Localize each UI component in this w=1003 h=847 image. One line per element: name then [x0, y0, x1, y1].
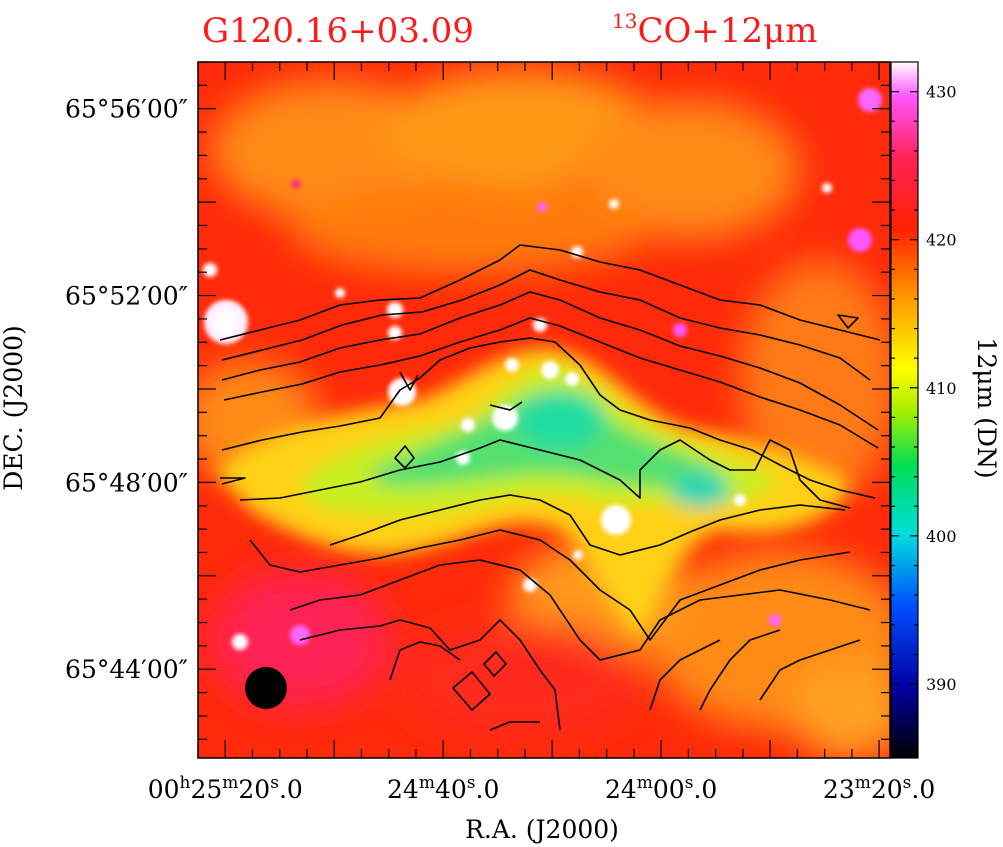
contour-18: [489, 401, 523, 411]
contour-17: [399, 371, 419, 391]
colorbar-tick-label: 420: [926, 231, 957, 250]
chart-title-left: G120.16+03.09: [202, 11, 474, 51]
contour-2: [221, 269, 871, 381]
contour-8: [249, 529, 851, 641]
contour-9: [289, 559, 871, 661]
plot-frame: [197, 61, 891, 759]
y-tick-label: 65°44′00″: [65, 655, 188, 684]
contour-16: [220, 477, 246, 485]
title-main: CO+12μm: [637, 11, 817, 51]
contour-island-4: [837, 314, 859, 329]
y-tick-label: 65°48′00″: [65, 468, 188, 497]
x-tick-label: 00h25m20s.0: [148, 773, 303, 804]
contours: [219, 244, 881, 731]
colorbar-label: 12μm (DN): [972, 337, 1001, 478]
y-ticks: [198, 61, 890, 740]
contour-13: [699, 629, 781, 711]
colorbar-tick-label: 390: [926, 675, 957, 694]
colorbar-tick-label: 400: [926, 527, 957, 546]
x-tick-label: 24m40s.0: [387, 773, 499, 804]
contour-island-2: [452, 671, 491, 711]
x-tick-label: 23m20s.0: [823, 773, 935, 804]
chart-title-right: 13CO+12μm: [612, 9, 817, 51]
contour-4: [223, 317, 879, 449]
contour-6: [239, 439, 851, 509]
contour-12: [649, 639, 721, 711]
beam-marker: [245, 667, 287, 709]
contour-3: [221, 291, 879, 431]
title-superscript: 13: [612, 9, 637, 33]
x-tick-labels: 00h25m20s.0 24m40s.0 24m00s.0 23m20s.0: [148, 773, 936, 804]
x-tick-label: 24m00s.0: [605, 773, 717, 804]
y-tick-label: 65°56′00″: [65, 95, 188, 124]
contour-15: [489, 721, 540, 731]
x-axis-label: R.A. (J2000): [465, 815, 619, 844]
contour-7: [329, 494, 846, 556]
colorbar: 390 400 410 420 430 12μm (DN): [890, 61, 1001, 759]
contour-1: [219, 244, 881, 341]
contour-island-1: [394, 445, 415, 469]
y-tick-label: 65°52′00″: [65, 282, 188, 311]
contour-island-3: [483, 651, 507, 677]
colorbar-ticks: 390 400 410 420 430: [891, 83, 957, 744]
colorbar-gradient: [890, 61, 919, 759]
colorbar-tick-label: 410: [926, 379, 957, 398]
y-axis-label: DEC. (J2000): [0, 325, 28, 491]
contour-10: [299, 619, 561, 731]
contour-5: [221, 337, 876, 499]
colorbar-tick-label: 430: [926, 83, 957, 102]
x-ticks: [197, 62, 880, 758]
y-tick-labels: 65°56′00″ 65°52′00″ 65°48′00″ 65°44′00″: [65, 95, 188, 685]
contour-11: [389, 641, 461, 681]
heatmap-image: [198, 62, 890, 758]
contour-14: [759, 639, 861, 701]
